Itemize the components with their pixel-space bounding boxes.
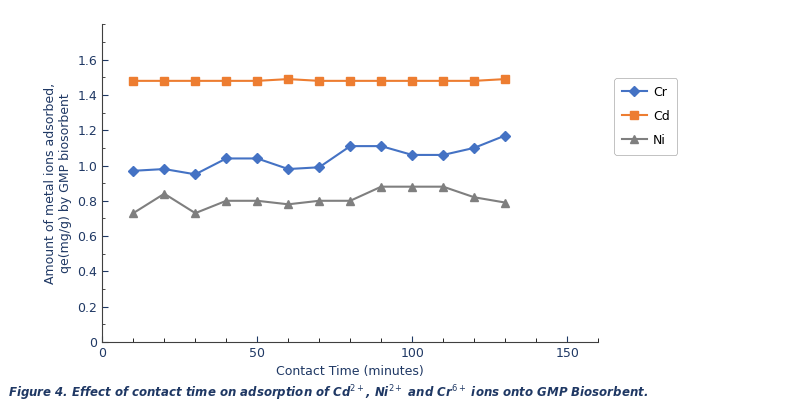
- Y-axis label: Amount of metal ions adsorbed,
qe(mg/g) by GMP biosorbent: Amount of metal ions adsorbed, qe(mg/g) …: [44, 83, 72, 284]
- Ni: [222, 198, 231, 203]
- Text: Figure 4. Effect of contact time on adsorption of Cd$^{2+}$, Ni$^{2+}$ and Cr$^{: Figure 4. Effect of contact time on adso…: [8, 383, 648, 403]
- Cd: [501, 77, 510, 81]
- Ni: [501, 200, 510, 205]
- Ni: [160, 191, 169, 196]
- Ni: [283, 202, 293, 207]
- Cd: [253, 79, 262, 83]
- Ni: [345, 198, 355, 203]
- Line: Cr: Cr: [130, 132, 508, 178]
- Cd: [222, 79, 231, 83]
- Cr: [222, 156, 231, 161]
- Cd: [190, 79, 200, 83]
- Ni: [315, 198, 324, 203]
- Cd: [469, 79, 478, 83]
- Cr: [160, 166, 169, 171]
- Cr: [128, 168, 138, 173]
- Legend: Cr, Cd, Ni: Cr, Cd, Ni: [615, 78, 678, 155]
- Cr: [283, 166, 293, 171]
- Cd: [160, 79, 169, 83]
- Cr: [408, 153, 417, 158]
- Line: Ni: Ni: [129, 182, 509, 217]
- Ni: [376, 184, 386, 189]
- Cr: [315, 165, 324, 170]
- Line: Cd: Cd: [129, 75, 509, 85]
- Ni: [190, 211, 200, 216]
- Cr: [345, 144, 355, 149]
- Cr: [501, 133, 510, 138]
- Cr: [253, 156, 262, 161]
- Cd: [283, 77, 293, 81]
- Cd: [128, 79, 138, 83]
- Cd: [376, 79, 386, 83]
- Cd: [438, 79, 448, 83]
- Cr: [469, 145, 478, 150]
- Ni: [408, 184, 417, 189]
- Cd: [408, 79, 417, 83]
- Cr: [376, 144, 386, 149]
- X-axis label: Contact Time (minutes): Contact Time (minutes): [276, 365, 424, 378]
- Cr: [438, 153, 448, 158]
- Cd: [315, 79, 324, 83]
- Cd: [345, 79, 355, 83]
- Ni: [128, 211, 138, 216]
- Ni: [469, 195, 478, 200]
- Ni: [438, 184, 448, 189]
- Cr: [190, 172, 200, 177]
- Ni: [253, 198, 262, 203]
